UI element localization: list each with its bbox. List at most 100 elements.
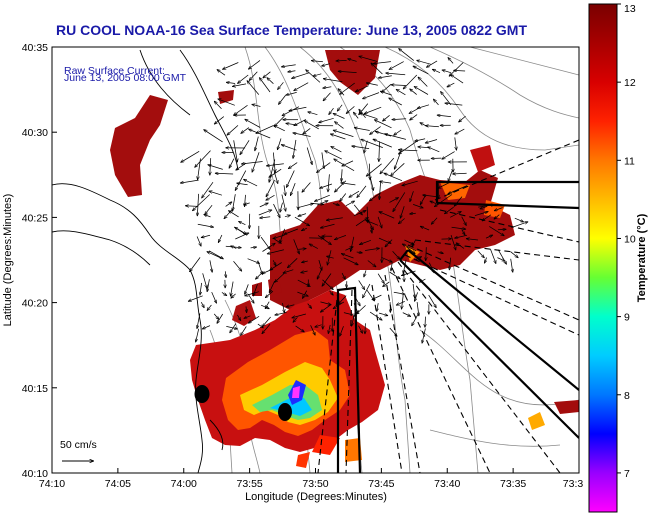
current-vector [304, 121, 319, 130]
current-vector [396, 301, 405, 306]
current-vector [393, 192, 406, 212]
current-vector [409, 114, 418, 121]
current-vector [313, 73, 322, 76]
current-vector [205, 204, 213, 215]
current-vector [292, 313, 306, 318]
current-vector [352, 315, 355, 326]
current-vector [338, 295, 347, 305]
current-vector [217, 69, 226, 76]
current-vector [323, 92, 331, 101]
current-vector [259, 217, 271, 218]
current-vector [267, 249, 284, 254]
current-vector [425, 139, 438, 144]
current-vector [202, 181, 214, 198]
current-vector [257, 323, 264, 328]
current-vector [209, 191, 223, 196]
current-vector [333, 130, 354, 137]
current-vector [278, 95, 286, 104]
current-vector [461, 229, 465, 235]
current-vector [454, 196, 463, 207]
current-vector [318, 259, 322, 270]
current-vector [412, 240, 416, 247]
current-vector [269, 168, 282, 177]
current-vector [356, 305, 366, 314]
current-vector [404, 270, 405, 282]
current-vector [353, 204, 362, 215]
current-vector [367, 260, 376, 268]
current-vector [382, 281, 390, 287]
current-vector [455, 128, 465, 134]
current-vector [274, 238, 282, 243]
current-vector [243, 179, 258, 187]
current-vector [375, 131, 392, 137]
current-vector [466, 239, 479, 240]
current-vector [428, 294, 437, 308]
current-vector [382, 115, 390, 121]
current-vector [325, 151, 342, 160]
y-tick-label: 40:25 [22, 212, 48, 224]
current-vector [297, 291, 308, 296]
current-vector [302, 290, 308, 299]
current-vector [451, 226, 467, 229]
current-vector [445, 103, 463, 106]
current-vector [398, 140, 419, 155]
current-vector [437, 252, 444, 254]
current-vector [345, 246, 353, 251]
current-vector [398, 150, 418, 151]
current-vector [449, 257, 450, 271]
current-vector [402, 244, 417, 252]
current-vector [409, 213, 416, 214]
y-tick-label: 40:35 [22, 42, 48, 54]
current-vector [379, 181, 392, 184]
current-vector [329, 290, 334, 296]
current-vector [456, 243, 465, 249]
current-vector [359, 239, 372, 244]
current-vector [207, 251, 222, 259]
colorbar [588, 3, 618, 513]
current-vector [207, 304, 212, 311]
current-vector [440, 91, 452, 106]
current-vector [318, 117, 334, 122]
current-vector [340, 183, 356, 186]
x-tick-label: 74:10 [39, 478, 65, 490]
current-vector [241, 161, 263, 165]
current-vector [214, 116, 225, 125]
current-vector [330, 134, 346, 140]
current-vector [341, 254, 354, 259]
current-vector [329, 107, 334, 115]
current-vector [442, 151, 455, 160]
current-vector [321, 63, 331, 67]
current-vector [244, 315, 251, 319]
current-vector [514, 217, 524, 223]
current-vector [233, 261, 242, 271]
current-vector [298, 249, 306, 250]
current-vector [393, 291, 406, 294]
y-tick-label: 40:30 [22, 127, 48, 139]
current-vector [235, 227, 247, 236]
colorbar-tick-label: 12 [624, 77, 636, 89]
coastline [52, 49, 239, 473]
current-vector [247, 81, 260, 95]
x-tick-label: 73:3 [563, 478, 584, 490]
current-vector [428, 146, 440, 153]
colorbar-tick-label: 8 [624, 390, 630, 402]
colorbar-tick-label: 10 [624, 233, 636, 245]
current-vector [371, 63, 383, 75]
current-vector [396, 89, 406, 96]
current-vector [380, 91, 392, 96]
current-vector [274, 125, 285, 132]
current-vector [365, 323, 366, 334]
current-vector [497, 229, 506, 230]
current-vector [238, 221, 246, 226]
current-vector [226, 326, 237, 329]
current-vector [245, 284, 249, 294]
current-vector [229, 158, 235, 169]
current-vector [406, 246, 416, 254]
current-vector [315, 324, 322, 328]
colorbar-tick-label: 13 [624, 3, 636, 15]
current-vector [393, 129, 402, 135]
current-vector [361, 139, 383, 148]
current-vector [378, 75, 392, 78]
current-vector [258, 209, 272, 216]
